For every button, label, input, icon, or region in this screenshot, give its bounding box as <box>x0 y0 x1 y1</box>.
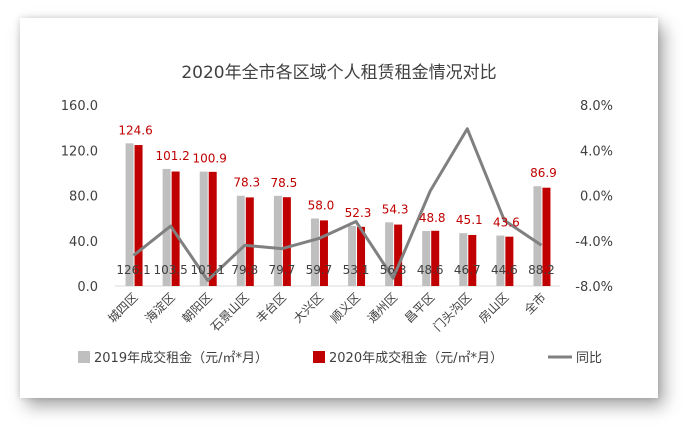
data-label-2020: 86.9 <box>530 166 557 180</box>
category-label: 顺义区 <box>328 290 363 325</box>
category-label: 通州区 <box>365 290 400 325</box>
data-label-2020: 45.1 <box>456 213 483 227</box>
category-label: 昌平区 <box>402 290 437 325</box>
y-left-tick-label: 160.0 <box>61 99 98 114</box>
y-left-tick-label: 80.0 <box>69 190 98 205</box>
bar-2019 <box>459 233 468 286</box>
category-label: 大兴区 <box>291 290 326 325</box>
y-right-tick-label: -8.0% <box>575 280 613 295</box>
data-label-2019: 48.6 <box>417 263 444 277</box>
data-label-2020: 78.5 <box>271 176 298 190</box>
y-right-tick-label: 8.0% <box>580 99 613 114</box>
legend-swatch-2019 <box>78 351 90 363</box>
data-label-2019: 59.7 <box>306 263 333 277</box>
bar-2019 <box>125 143 134 286</box>
y-right-tick-label: 0.0% <box>580 190 613 205</box>
bar-2020 <box>542 187 551 286</box>
y-right-tick-label: 4.0% <box>580 144 613 159</box>
y-right-tick-label: -4.0% <box>575 235 613 250</box>
bar-2019 <box>310 218 319 286</box>
y-left-tick-label: 0.0 <box>77 280 98 295</box>
data-label-2019: 79.7 <box>269 263 296 277</box>
data-label-2020: 124.6 <box>118 123 152 137</box>
category-label: 石景山区 <box>208 290 252 334</box>
chart-svg: 2020年全市各区域个人租赁租金情况对比 0.0 40.0 80.0 120.0 160… <box>61 63 613 366</box>
data-label-2019: 56.3 <box>380 263 407 277</box>
line-group <box>132 127 543 282</box>
data-label-2020: 54.3 <box>382 202 409 216</box>
legend-swatch-2020 <box>313 351 325 363</box>
data-label-2019: 101.1 <box>191 263 225 277</box>
legend: 2019年成交租金（元/㎡*月） 2020年成交租金（元/㎡*月） 同比 <box>78 350 602 366</box>
yoy-line <box>132 127 543 282</box>
bar-2019 <box>533 186 542 286</box>
data-label-2019: 79.8 <box>231 263 258 277</box>
data-label-2019: 103.5 <box>153 263 187 277</box>
category-label: 房山区 <box>475 290 511 326</box>
bar-2019 <box>348 225 357 286</box>
data-label-2019: 88.2 <box>528 263 555 277</box>
bar-2020 <box>505 236 514 286</box>
data-label-2019: 53.1 <box>343 263 370 277</box>
legend-label-2019: 2019年成交租金（元/㎡*月） <box>94 350 268 366</box>
chart-title: 2020年全市各区域个人租赁租金情况对比 <box>181 63 496 83</box>
data-label-2020: 101.2 <box>155 149 189 163</box>
y-left-tick-label: 120.0 <box>61 144 98 159</box>
category-label: 丰台区 <box>253 290 289 326</box>
chart-card: 2020年全市各区域个人租赁租金情况对比 0.0 40.0 80.0 120.0 160… <box>20 18 658 398</box>
bar-2020 <box>134 145 143 286</box>
category-label: 海淀区 <box>142 290 178 326</box>
bar-2020 <box>394 224 403 286</box>
data-label-2019: 126.1 <box>116 263 150 277</box>
category-label: 城四区 <box>105 290 140 325</box>
bar-2020 <box>245 197 254 286</box>
data-label-2020: 78.3 <box>233 176 260 190</box>
bar-2019 <box>422 231 431 286</box>
data-label-2020: 43.6 <box>493 216 520 230</box>
bar-2020 <box>208 171 217 286</box>
data-label-2019: 44.6 <box>491 263 518 277</box>
bar-2020 <box>431 230 440 286</box>
bar-2019 <box>496 235 505 286</box>
category-label: 全市 <box>521 290 549 318</box>
bar-2020 <box>468 234 477 286</box>
bar-2020 <box>357 226 366 286</box>
bar-2020 <box>319 220 328 286</box>
bar-2019 <box>385 222 394 286</box>
data-label-2020: 100.9 <box>193 152 227 166</box>
category-label: 朝阳区 <box>179 290 214 325</box>
bar-2019 <box>273 195 282 286</box>
y-axis-left: 0.0 40.0 80.0 120.0 160.0 <box>61 99 98 295</box>
data-label-group: 124.6 126.1 101.2 103.5 100.9 101.1 78.3 79.8 78… <box>116 123 556 277</box>
bar-2019 <box>236 195 245 286</box>
bar-2020 <box>282 197 291 286</box>
legend-label-2020: 2020年成交租金（元/㎡*月） <box>329 350 503 366</box>
category-label: 门头沟区 <box>430 290 475 335</box>
bar-group <box>115 143 560 287</box>
data-label-2020: 58.0 <box>308 198 335 212</box>
y-left-tick-label: 40.0 <box>69 235 98 250</box>
y-axis-right: -8.0% -4.0% 0.0% 4.0% 8.0% <box>575 99 613 295</box>
data-label-2019: 46.7 <box>454 263 481 277</box>
bar-2019 <box>199 171 208 286</box>
data-label-2020: 48.8 <box>419 211 446 225</box>
legend-label-yoy: 同比 <box>576 351 602 366</box>
bar-2020 <box>171 171 180 286</box>
data-label-2020: 52.3 <box>345 206 372 220</box>
